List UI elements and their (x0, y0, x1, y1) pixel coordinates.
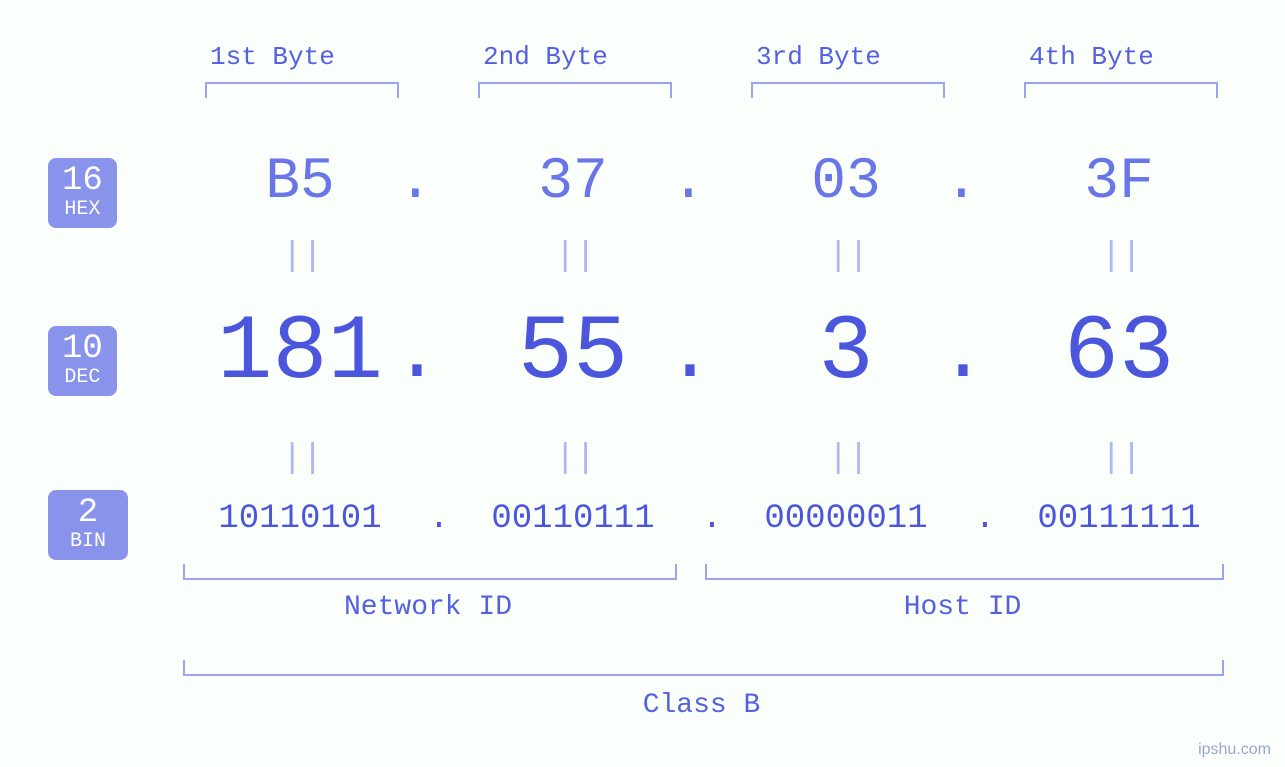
dec-dot-1: . (393, 310, 433, 401)
bracket-host-id (705, 564, 1224, 580)
badge-dec: 10 DEC (48, 326, 117, 396)
bracket-class (183, 660, 1224, 676)
badge-bin-label: BIN (70, 532, 106, 552)
bin-byte-4: 00111111 (979, 500, 1259, 538)
byte-label-4: 4th Byte (1029, 42, 1154, 72)
label-network-id: Network ID (183, 592, 673, 623)
ip-diagram: 1st Byte 2nd Byte 3rd Byte 4th Byte 16 H… (0, 0, 1285, 767)
badge-dec-num: 10 (62, 332, 103, 366)
hex-byte-1: B5 (180, 150, 420, 215)
eq-hex-dec-2: || (555, 238, 596, 276)
bracket-byte-4 (1024, 82, 1218, 98)
bin-byte-1: 10110101 (160, 500, 440, 538)
eq-hex-dec-3: || (828, 238, 869, 276)
badge-bin: 2 BIN (48, 490, 128, 560)
byte-label-3: 3rd Byte (756, 42, 881, 72)
badge-hex-num: 16 (62, 164, 103, 198)
dec-dot-2: . (666, 310, 706, 401)
eq-hex-dec-4: || (1101, 238, 1142, 276)
bracket-byte-2 (478, 82, 672, 98)
eq-dec-bin-1: || (282, 440, 323, 478)
eq-dec-bin-3: || (828, 440, 869, 478)
hex-dot-1: . (398, 150, 428, 215)
hex-byte-2: 37 (453, 150, 693, 215)
watermark: ipshu.com (1198, 741, 1271, 759)
dec-dot-3: . (939, 310, 979, 401)
eq-dec-bin-2: || (555, 440, 596, 478)
label-host-id: Host ID (705, 592, 1220, 623)
bin-byte-3: 00000011 (706, 500, 986, 538)
dec-byte-1: 181 (180, 300, 420, 405)
bracket-byte-3 (751, 82, 945, 98)
bracket-network-id (183, 564, 677, 580)
hex-byte-4: 3F (999, 150, 1239, 215)
badge-dec-label: DEC (62, 368, 103, 388)
hex-byte-3: 03 (726, 150, 966, 215)
byte-label-1: 1st Byte (210, 42, 335, 72)
badge-bin-num: 2 (70, 496, 106, 530)
eq-hex-dec-1: || (282, 238, 323, 276)
eq-dec-bin-4: || (1101, 440, 1142, 478)
dec-byte-3: 3 (726, 300, 966, 405)
dec-byte-4: 63 (999, 300, 1239, 405)
dec-byte-2: 55 (453, 300, 693, 405)
label-class: Class B (183, 690, 1220, 721)
bin-byte-2: 00110111 (433, 500, 713, 538)
hex-dot-3: . (944, 150, 974, 215)
byte-label-2: 2nd Byte (483, 42, 608, 72)
hex-dot-2: . (671, 150, 701, 215)
bracket-byte-1 (205, 82, 399, 98)
badge-hex: 16 HEX (48, 158, 117, 228)
badge-hex-label: HEX (62, 200, 103, 220)
